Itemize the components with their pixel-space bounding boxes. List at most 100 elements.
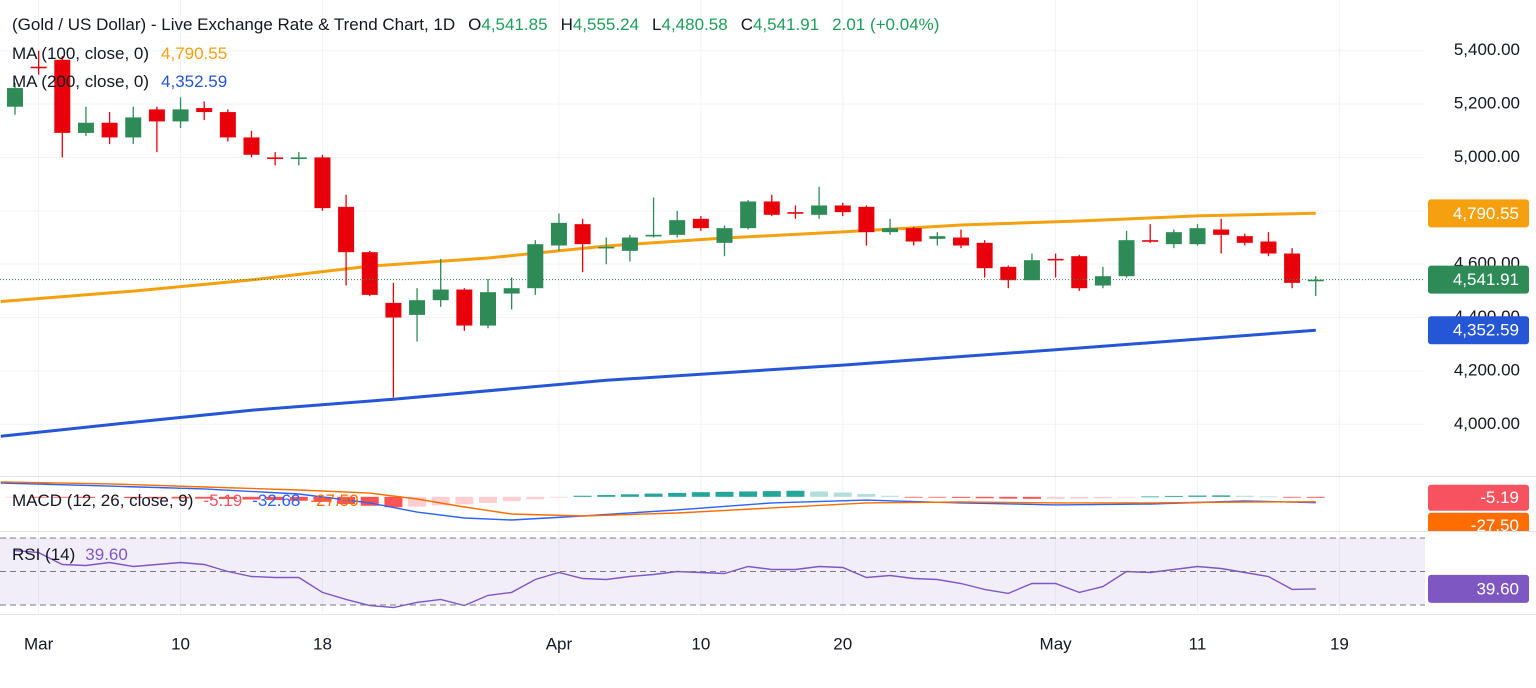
macd-histogram-bar xyxy=(1093,496,1112,499)
macd-histogram-bar xyxy=(266,496,285,501)
macd-histogram-bar xyxy=(408,496,427,507)
macd-histogram-bar xyxy=(479,496,497,503)
candle-body xyxy=(456,289,473,326)
candle-body xyxy=(1023,260,1040,281)
candle-body xyxy=(716,228,733,243)
ohlc-label: O xyxy=(468,15,481,34)
candle-body xyxy=(148,109,165,122)
macd-histogram-bar xyxy=(289,496,308,501)
candle-body xyxy=(172,109,189,122)
macd-histogram-bar xyxy=(171,496,190,499)
ma-legend-name: MA (100, close, 0) xyxy=(12,44,149,63)
candle-body xyxy=(645,234,662,237)
ma-price-tag-box xyxy=(1428,316,1529,345)
candle-body xyxy=(77,122,94,133)
ohlc-value: 4,541.85 xyxy=(481,15,547,34)
macd-tags: -5.19 -27.50 xyxy=(1428,484,1529,531)
change-value: 2.01 (+0.04%) xyxy=(832,15,939,34)
candle-body xyxy=(692,218,709,229)
candle-body xyxy=(432,289,449,301)
candle-body xyxy=(598,246,615,249)
ohlc-value: 4,480.58 xyxy=(662,15,728,34)
macd-histogram-bar xyxy=(810,491,829,497)
candle-body xyxy=(787,212,804,214)
candle-body xyxy=(219,112,236,138)
candle-body xyxy=(550,222,567,246)
x-tick-label: 19 xyxy=(1330,634,1349,653)
y-tick-label: 4,200.00 xyxy=(1454,360,1520,379)
macd-histogram-bar xyxy=(124,496,143,499)
candle-body xyxy=(1260,241,1277,254)
rsi-legend-name: RSI (14) xyxy=(12,545,75,564)
ma-price-tag: 4,790.55 xyxy=(1453,204,1519,223)
macd-histogram-bar xyxy=(928,496,947,498)
candle-body xyxy=(621,237,638,251)
candle-body xyxy=(1284,253,1301,283)
candle-body xyxy=(953,237,969,246)
ohlc-label: L xyxy=(652,15,661,34)
macd-histogram-bar xyxy=(76,496,95,498)
grid xyxy=(0,0,1425,615)
macd-histogram-bar xyxy=(53,496,72,498)
candle-body xyxy=(101,122,118,138)
macd-histogram-bar xyxy=(1046,496,1065,499)
macd-histogram-bar xyxy=(1117,496,1136,498)
macd-histogram-bar xyxy=(431,496,450,506)
macd-histogram-bar xyxy=(597,495,616,497)
macd-histogram-bar xyxy=(1022,496,1041,499)
candle-body xyxy=(503,288,520,294)
x-tick-label: 10 xyxy=(171,634,190,653)
candle-body xyxy=(905,228,922,242)
y-tick-label: 5,200.00 xyxy=(1454,94,1520,113)
rsi-tag: 39.60 xyxy=(1476,579,1519,598)
macd-histogram-bar xyxy=(549,496,568,498)
macd-histogram-bar xyxy=(881,495,900,497)
rsi-tag-box xyxy=(1428,574,1529,603)
macd-histogram-bar xyxy=(1070,496,1089,499)
macd-legend-value: -27.50 xyxy=(310,491,358,510)
x-tick-label: 10 xyxy=(691,634,710,653)
header: (Gold / US Dollar) - Live Exchange Rate … xyxy=(12,15,939,34)
candle-body xyxy=(1213,229,1230,235)
macd-histogram-bar xyxy=(455,496,474,505)
candle-body xyxy=(574,224,591,245)
macd-histogram-bar xyxy=(975,496,994,499)
x-tick-label: 20 xyxy=(833,634,852,653)
y-tick-label: 4,000.00 xyxy=(1454,414,1520,433)
ma-price-tag: 4,352.59 xyxy=(1453,321,1519,340)
x-tick-label: 18 xyxy=(313,634,332,653)
rsi-line xyxy=(14,549,1316,609)
macd-histogram-bar xyxy=(1141,496,1160,498)
candle-body xyxy=(1307,279,1324,282)
macd-histogram-bar xyxy=(904,496,923,498)
macd-histogram-bar xyxy=(762,491,781,497)
macd-histogram-bar xyxy=(218,496,237,499)
candle-body xyxy=(54,59,71,133)
x-tick-label: 11 xyxy=(1189,634,1207,653)
macd-histogram-bar xyxy=(100,496,119,498)
candle-body xyxy=(763,201,780,215)
macd-legend-value: -32.68 xyxy=(252,491,300,510)
rsi-legend-value: 39.60 xyxy=(85,545,128,564)
macd-histogram-bar xyxy=(1259,496,1278,498)
candle-body xyxy=(30,66,47,69)
candle-body xyxy=(1047,258,1064,261)
macd-histogram-bar xyxy=(384,496,403,508)
moving-average-line xyxy=(0,211,1316,303)
y-tick-label: 5,000.00 xyxy=(1454,147,1520,166)
candle-body xyxy=(267,157,284,160)
macd-tag: -5.19 xyxy=(1480,488,1519,507)
macd-histogram-bar xyxy=(786,490,805,497)
ma-legend-value: 4,352.59 xyxy=(161,72,227,91)
candle-body xyxy=(385,302,402,318)
candle-body xyxy=(361,252,378,295)
candle-body xyxy=(409,300,426,315)
macd-histogram-bar xyxy=(999,496,1018,499)
candle-body xyxy=(1094,276,1111,286)
candle-body xyxy=(929,236,946,239)
macd-legend-name: MACD (12, 26, close, 9) xyxy=(12,491,193,510)
ma-legend: MA (200, close, 0) 4,352.59 xyxy=(12,72,227,91)
x-tick-label: Apr xyxy=(546,634,573,653)
candle-body xyxy=(740,201,757,229)
